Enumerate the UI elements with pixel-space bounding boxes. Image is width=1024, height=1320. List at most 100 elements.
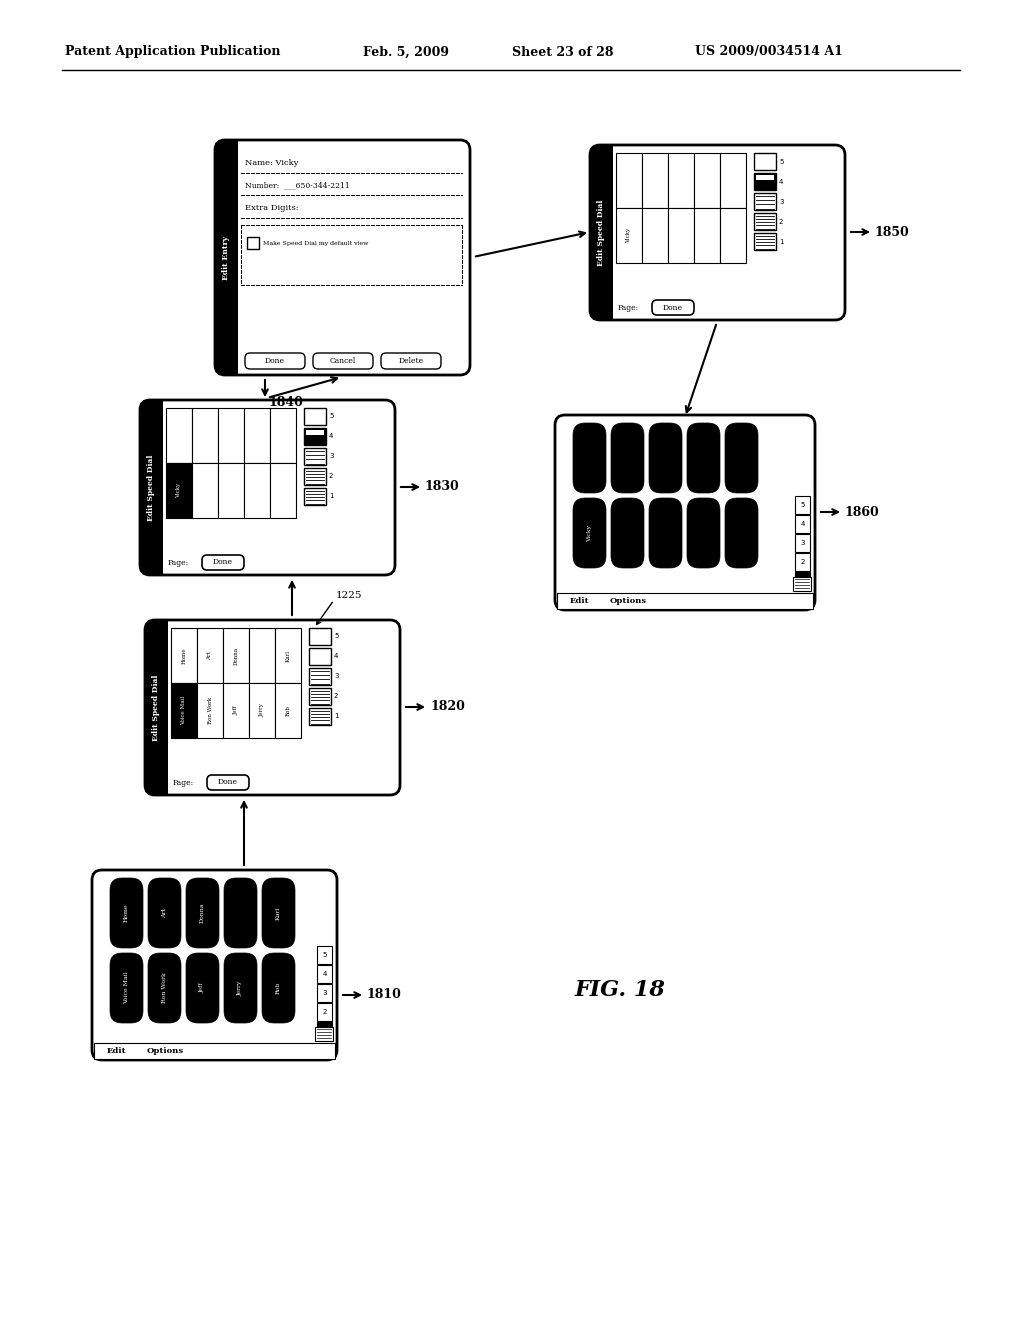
FancyBboxPatch shape	[215, 140, 470, 375]
Bar	[317, 965, 332, 983]
Bar	[309, 648, 331, 665]
Text: Rob: Rob	[286, 705, 291, 715]
FancyBboxPatch shape	[687, 498, 720, 568]
Text: 5: 5	[779, 158, 783, 165]
Text: Make Speed Dial my default view: Make Speed Dial my default view	[263, 240, 369, 246]
Text: Vicky: Vicky	[176, 483, 181, 498]
Text: 4: 4	[323, 972, 327, 977]
Text: 3: 3	[323, 990, 327, 997]
Text: 1: 1	[329, 494, 334, 499]
FancyBboxPatch shape	[92, 870, 337, 1060]
Text: 3: 3	[329, 454, 334, 459]
Text: Jeff: Jeff	[233, 706, 239, 715]
Text: 1810: 1810	[367, 989, 401, 1002]
FancyBboxPatch shape	[145, 620, 400, 795]
Bar	[197, 682, 223, 738]
Text: 5: 5	[801, 502, 805, 508]
Text: 5: 5	[323, 952, 327, 958]
Text: 5: 5	[334, 634, 338, 639]
Bar	[317, 946, 332, 964]
FancyBboxPatch shape	[207, 775, 249, 789]
Bar	[317, 1003, 332, 1020]
Bar	[668, 153, 694, 209]
Text: 4: 4	[334, 653, 338, 660]
Text: 2: 2	[334, 693, 338, 700]
Bar	[315, 1027, 333, 1041]
Bar	[793, 577, 811, 591]
Bar	[309, 688, 331, 705]
Text: 1: 1	[779, 239, 783, 244]
Text: Vicky: Vicky	[587, 524, 592, 541]
Bar	[223, 628, 249, 682]
Bar	[94, 1043, 335, 1059]
Text: Rob: Rob	[276, 982, 281, 994]
Text: Art: Art	[162, 908, 167, 917]
FancyBboxPatch shape	[573, 498, 606, 568]
Bar	[694, 153, 720, 209]
FancyBboxPatch shape	[649, 498, 682, 568]
Text: Voice Mail: Voice Mail	[124, 972, 129, 1005]
Text: 1860: 1860	[845, 506, 880, 519]
FancyBboxPatch shape	[649, 422, 682, 492]
Text: Art: Art	[208, 651, 213, 660]
Text: 5: 5	[329, 413, 334, 420]
Text: Done: Done	[265, 356, 285, 366]
Text: Jeff: Jeff	[200, 982, 205, 994]
Text: 1840: 1840	[268, 396, 303, 409]
FancyBboxPatch shape	[224, 953, 257, 1023]
Text: Ron Work: Ron Work	[162, 973, 167, 1003]
Bar	[306, 430, 324, 436]
Text: 1: 1	[334, 714, 339, 719]
Text: Karl: Karl	[286, 649, 291, 661]
Text: Ron Work: Ron Work	[208, 697, 213, 725]
Text: 1850: 1850	[874, 226, 909, 239]
Bar	[151, 401, 163, 574]
Bar	[304, 447, 326, 465]
Bar	[171, 628, 197, 682]
Bar	[754, 173, 776, 190]
Bar	[795, 535, 810, 552]
FancyBboxPatch shape	[687, 422, 720, 492]
Bar	[795, 572, 810, 590]
Bar	[694, 209, 720, 263]
Text: 4: 4	[329, 433, 334, 440]
FancyBboxPatch shape	[140, 400, 395, 576]
Bar	[304, 469, 326, 484]
Bar	[795, 496, 810, 513]
Text: Page:: Page:	[173, 779, 195, 787]
FancyBboxPatch shape	[555, 414, 815, 610]
FancyBboxPatch shape	[245, 352, 305, 370]
Bar	[244, 408, 270, 463]
Text: FIG. 18: FIG. 18	[575, 979, 666, 1001]
Bar	[218, 408, 244, 463]
Text: Jerry: Jerry	[259, 704, 264, 718]
Text: Options: Options	[610, 597, 647, 605]
Bar	[317, 1022, 332, 1040]
Text: Donna: Donna	[233, 647, 239, 664]
Text: 1: 1	[323, 1028, 327, 1034]
Text: Feb. 5, 2009: Feb. 5, 2009	[362, 45, 449, 58]
Text: Edit Speed Dial: Edit Speed Dial	[147, 454, 155, 520]
Text: 3: 3	[800, 540, 805, 546]
Bar	[720, 153, 746, 209]
Bar	[275, 628, 301, 682]
FancyBboxPatch shape	[148, 953, 181, 1023]
Bar	[156, 620, 168, 795]
FancyBboxPatch shape	[140, 400, 162, 576]
Bar	[795, 515, 810, 533]
Text: 3: 3	[334, 673, 339, 680]
FancyBboxPatch shape	[652, 300, 694, 315]
Text: Home: Home	[181, 647, 186, 664]
Bar	[171, 682, 197, 738]
FancyBboxPatch shape	[313, 352, 373, 370]
Text: Sheet 23 of 28: Sheet 23 of 28	[512, 45, 613, 58]
Bar	[309, 708, 331, 725]
Bar	[218, 463, 244, 517]
FancyBboxPatch shape	[611, 422, 644, 492]
Bar	[668, 209, 694, 263]
Text: Edit Speed Dial: Edit Speed Dial	[152, 675, 160, 741]
Text: 1225: 1225	[336, 591, 362, 601]
Bar	[275, 682, 301, 738]
Bar	[557, 593, 813, 609]
FancyBboxPatch shape	[725, 498, 758, 568]
